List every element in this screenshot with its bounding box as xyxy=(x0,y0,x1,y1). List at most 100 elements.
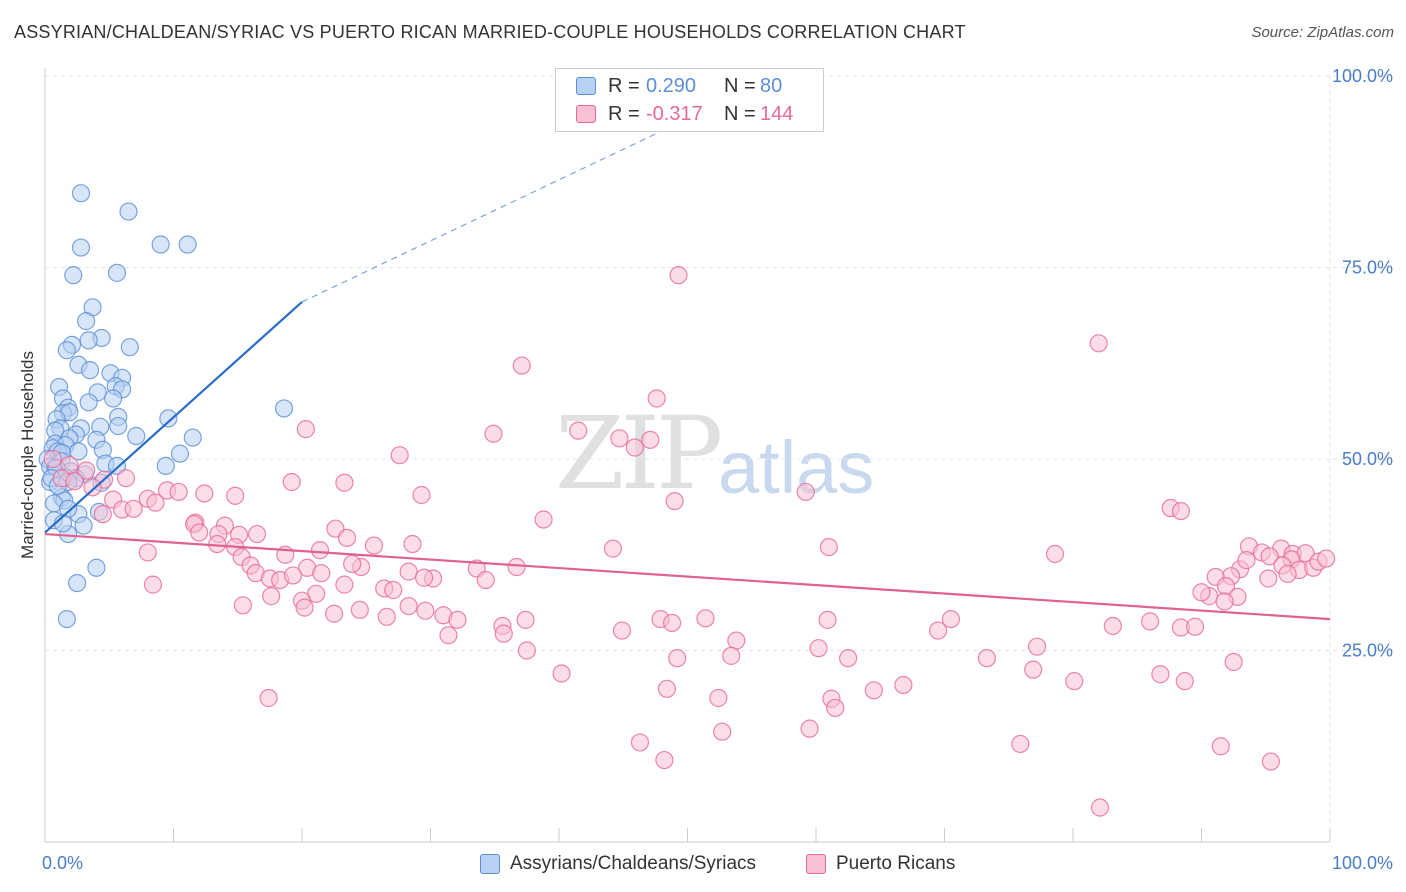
assyrian-point-3 xyxy=(178,235,197,254)
puerto-rican-point-1 xyxy=(1089,334,1108,353)
puerto-rican-point-111 xyxy=(516,610,535,629)
puerto-rican-point-29 xyxy=(124,499,143,518)
x-tick-label-0: 0.0% xyxy=(42,853,83,873)
legend-swatch-puerto-rican xyxy=(576,105,596,123)
puerto-rican-point-104 xyxy=(295,598,314,617)
puerto-rican-point-124 xyxy=(494,624,513,643)
assyrian-point-39 xyxy=(183,428,202,447)
puerto-rican-point-138 xyxy=(894,675,913,695)
puerto-rican-point-71 xyxy=(1045,544,1065,564)
puerto-rican-point-2 xyxy=(512,356,531,375)
puerto-rican-point-144 xyxy=(826,698,845,718)
y-axis-title: Married-couple Households xyxy=(18,351,37,559)
puerto-rican-point-154 xyxy=(552,664,571,683)
puerto-rican-point-25 xyxy=(195,484,214,503)
puerto-rican-point-9 xyxy=(625,438,644,457)
puerto-rican-point-133 xyxy=(977,649,997,668)
puerto-rican-point-68 xyxy=(476,570,495,590)
puerto-rican-point-105 xyxy=(233,596,252,615)
puerto-rican-point-20 xyxy=(83,478,102,497)
assyrian-point-2 xyxy=(151,235,170,254)
puerto-rican-point-150 xyxy=(1261,752,1280,771)
assyrian-point-13 xyxy=(120,338,139,357)
bottom-legend-puerto-rican: Puerto Ricans xyxy=(806,850,955,878)
puerto-rican-point-130 xyxy=(668,649,687,668)
puerto-rican-point-121 xyxy=(928,621,948,640)
puerto-rican-point-34 xyxy=(1171,501,1191,521)
assyrian-point-58 xyxy=(156,456,175,475)
puerto-rican-point-10 xyxy=(390,446,409,465)
assyrian-point-76 xyxy=(57,609,76,629)
y-tick-label-100: 100.0% xyxy=(1332,66,1393,86)
puerto-rican-point-46 xyxy=(403,534,422,554)
puerto-rican-point-120 xyxy=(1185,617,1205,636)
puerto-rican-point-35 xyxy=(93,505,112,524)
assyrian-point-75 xyxy=(68,573,87,593)
puerto-rican-point-22 xyxy=(226,486,245,505)
puerto-rican-point-45 xyxy=(534,510,553,529)
puerto-rican-point-127 xyxy=(809,639,828,658)
puerto-rican-point-137 xyxy=(1151,665,1170,684)
puerto-rican-point-110 xyxy=(448,610,467,629)
legend-r-value-puerto-rican: -0.317 xyxy=(646,102,703,125)
puerto-rican-point-44 xyxy=(337,528,357,547)
puerto-rican-point-64 xyxy=(283,566,303,585)
puerto-rican-point-134 xyxy=(1024,660,1043,679)
assyrian-point-6 xyxy=(107,263,127,282)
puerto-rican-point-145 xyxy=(800,719,819,738)
puerto-rican-point-67 xyxy=(414,568,434,587)
puerto-rican-point-139 xyxy=(657,679,677,698)
puerto-rican-point-30 xyxy=(412,485,431,505)
puerto-rican-point-135 xyxy=(1175,672,1194,691)
puerto-rican-point-60 xyxy=(343,554,362,574)
legend-n-label: N = xyxy=(724,74,756,97)
assyrian-point-8 xyxy=(77,312,96,331)
legend-n-value-puerto-rican: 144 xyxy=(760,102,794,125)
assyrian-point-24 xyxy=(79,393,98,412)
puerto-rican-point-132 xyxy=(839,649,858,668)
puerto-rican-point-118 xyxy=(1103,616,1122,636)
puerto-rican-point-5 xyxy=(569,421,588,440)
puerto-rican-point-98 xyxy=(335,575,354,594)
puerto-rican-point-7 xyxy=(610,429,629,448)
puerto-rican-point-19 xyxy=(335,473,354,492)
puerto-rican-point-15 xyxy=(65,472,84,491)
legend-row-puerto-rican: R = -0.317 N = 144 xyxy=(576,100,838,128)
puerto-rican-point-51 xyxy=(138,543,157,562)
puerto-rican-point-70 xyxy=(819,537,838,557)
watermark-atlas: atlas xyxy=(718,426,875,509)
puerto-rican-point-106 xyxy=(325,604,344,623)
assyrian-point-29 xyxy=(159,409,178,428)
legend-swatch-assyrian xyxy=(576,77,596,95)
assyrian-point-57 xyxy=(107,456,127,475)
puerto-rican-point-149 xyxy=(655,750,674,770)
puerto-rican-point-153 xyxy=(630,733,650,752)
legend-n-label: N = xyxy=(724,102,756,125)
puerto-rican-point-31 xyxy=(665,492,684,511)
y-tick-label-75: 75.0% xyxy=(1342,258,1393,278)
puerto-rican-point-113 xyxy=(696,609,715,628)
assyrian-point-4 xyxy=(71,238,91,257)
assyrian-point-1 xyxy=(119,202,138,221)
puerto-rican-point-3 xyxy=(647,389,666,408)
puerto-rican-point-8 xyxy=(641,430,660,449)
puerto-rican-point-128 xyxy=(517,641,536,660)
legend-r-label: R = xyxy=(608,102,640,125)
y-tick-label-50: 50.0% xyxy=(1342,449,1393,469)
assyrian-point-15 xyxy=(80,361,100,380)
puerto-rican-point-152 xyxy=(259,688,278,708)
puerto-rican-point-146 xyxy=(713,722,732,741)
puerto-rican-point-125 xyxy=(662,613,682,633)
puerto-rican-point-129 xyxy=(1027,637,1047,656)
legend-n-value-assyrian: 80 xyxy=(760,74,783,97)
puerto-rican-point-116 xyxy=(941,609,961,629)
assyrian-point-10 xyxy=(57,341,76,360)
puerto-rican-point-102 xyxy=(399,596,418,616)
bottom-legend-swatch-puerto-rican xyxy=(806,854,826,874)
puerto-rican-point-50 xyxy=(364,536,384,555)
puerto-rican-point-58 xyxy=(399,562,418,581)
assyrian-point-47 xyxy=(69,442,88,461)
chart-title: ASSYRIAN/CHALDEAN/SYRIAC VS PUERTO RICAN… xyxy=(14,22,966,42)
bottom-legend-label-puerto-rican: Puerto Ricans xyxy=(836,853,956,874)
